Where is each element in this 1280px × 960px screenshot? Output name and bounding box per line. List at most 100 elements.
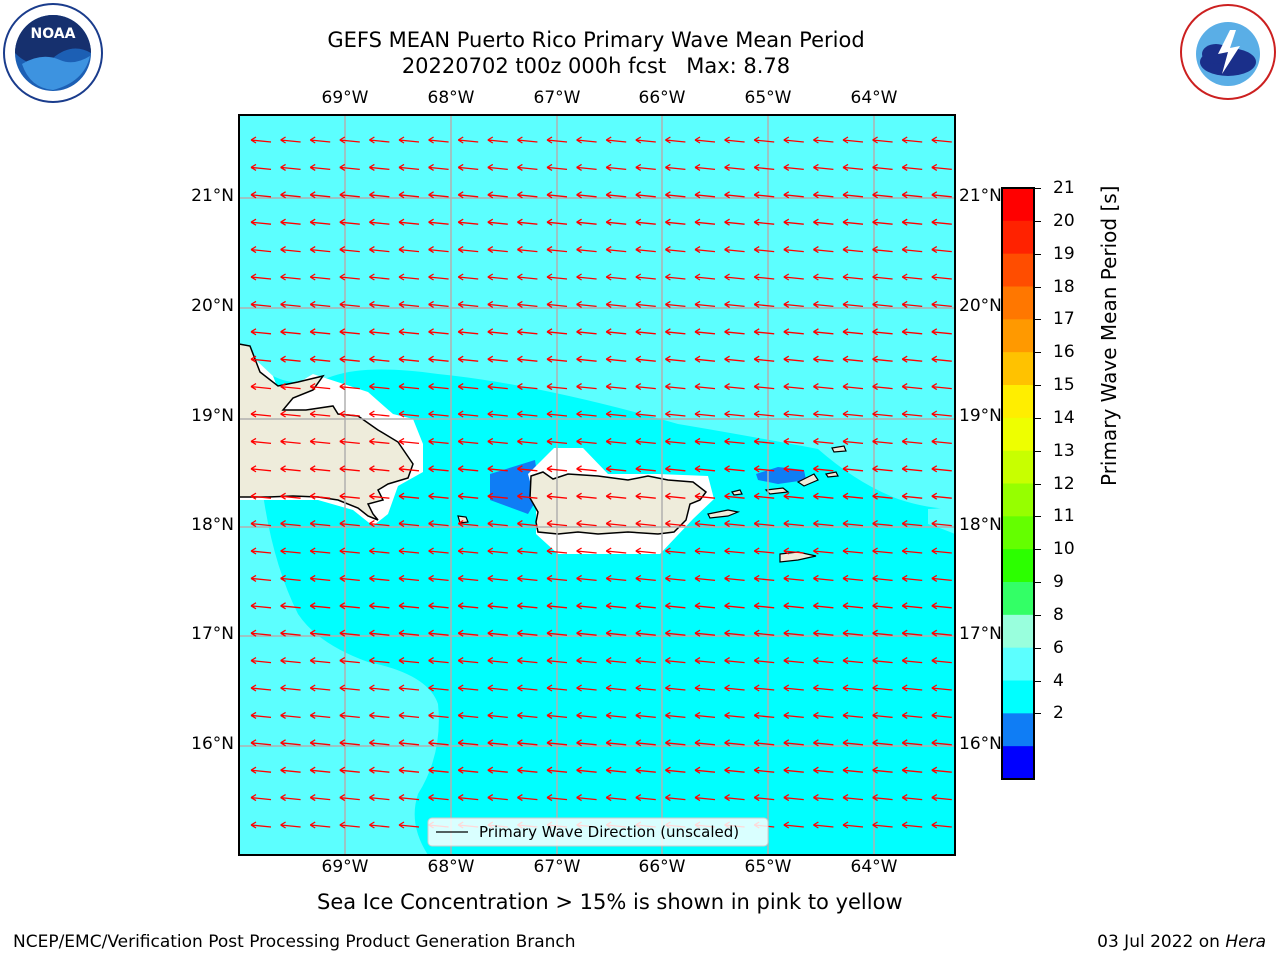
wave-arrow bbox=[517, 520, 538, 528]
wave-arrow bbox=[398, 328, 420, 336]
wave-arrow bbox=[783, 739, 804, 747]
chart-subtitle: 20220702 t00z 000h fcst Max: 8.78 bbox=[401, 54, 791, 78]
wave-arrow bbox=[813, 684, 834, 692]
colorbar-cell bbox=[1002, 253, 1034, 287]
lon-label-bottom: 65°W bbox=[744, 857, 792, 877]
wave-arrow bbox=[901, 355, 923, 363]
wave-arrow bbox=[931, 136, 952, 144]
colorbar-tick-label: 18 bbox=[1053, 276, 1075, 297]
wave-arrow bbox=[665, 163, 686, 171]
footer-date: 03 Jul 2022 on Hera bbox=[1097, 932, 1266, 952]
wave-arrow bbox=[872, 437, 893, 445]
wave-arrow bbox=[576, 355, 597, 363]
colorbar-tick-mark bbox=[1035, 417, 1041, 419]
wave-arrow bbox=[813, 711, 834, 719]
wave-arrow bbox=[369, 328, 390, 336]
wave-arrow bbox=[813, 794, 834, 802]
wave-arrow bbox=[428, 602, 449, 610]
wave-arrow bbox=[398, 821, 420, 829]
wave-period-map: Primary Wave Direction (unscaled) bbox=[238, 114, 956, 856]
wave-arrow bbox=[842, 437, 864, 445]
wave-arrow bbox=[665, 657, 686, 665]
wave-arrow bbox=[369, 492, 390, 500]
wave-arrow bbox=[309, 410, 331, 418]
colorbar-tick-label: 4 bbox=[1053, 670, 1064, 691]
wave-arrow bbox=[487, 711, 508, 719]
wave-arrow bbox=[872, 821, 893, 829]
wave-arrow bbox=[250, 629, 272, 637]
wave-arrow bbox=[872, 711, 893, 719]
wave-arrow bbox=[753, 273, 775, 281]
wave-arrow bbox=[250, 465, 272, 473]
wave-arrow bbox=[724, 766, 745, 774]
wave-arrow bbox=[635, 383, 656, 391]
wave-arrow bbox=[724, 437, 745, 445]
wave-arrow bbox=[753, 383, 775, 391]
wave-arrow bbox=[487, 574, 508, 582]
colorbar-tick-label: 21 bbox=[1053, 178, 1075, 198]
wave-arrow bbox=[487, 191, 508, 199]
wave-arrow bbox=[605, 383, 627, 391]
wave-arrow bbox=[487, 437, 508, 445]
wave-arrow bbox=[665, 191, 686, 199]
wave-arrow bbox=[901, 492, 923, 500]
wave-arrow bbox=[665, 574, 686, 582]
wave-arrow bbox=[605, 684, 627, 692]
lat-label-right: 19°N bbox=[959, 406, 1002, 426]
wave-arrow bbox=[369, 547, 390, 555]
wave-arrow bbox=[398, 739, 420, 747]
wave-arrow bbox=[398, 246, 420, 254]
wave-arrow bbox=[517, 355, 538, 363]
wave-arrow bbox=[783, 547, 804, 555]
wave-arrow bbox=[635, 602, 656, 610]
wave-arrow bbox=[576, 300, 597, 308]
wave-arrow bbox=[753, 410, 775, 418]
wave-arrow bbox=[842, 273, 864, 281]
colorbar-tick-mark bbox=[1035, 253, 1041, 255]
wave-arrow bbox=[724, 163, 745, 171]
wave-arrow bbox=[487, 520, 508, 528]
wave-arrow bbox=[665, 794, 686, 802]
wave-arrow bbox=[309, 684, 331, 692]
wave-arrow bbox=[487, 136, 508, 144]
wave-arrow bbox=[428, 246, 449, 254]
wave-arrow bbox=[665, 246, 686, 254]
colorbar-tick-mark bbox=[1035, 319, 1041, 321]
wave-arrow bbox=[753, 300, 775, 308]
wave-arrow bbox=[339, 739, 360, 747]
wave-arrow bbox=[694, 246, 716, 254]
wave-arrow bbox=[369, 355, 390, 363]
wave-arrow bbox=[694, 465, 716, 473]
wave-arrow bbox=[398, 218, 420, 226]
colorbar-cell bbox=[1002, 549, 1034, 583]
wave-arrow bbox=[931, 766, 952, 774]
wave-arrow bbox=[724, 465, 745, 473]
wave-arrow bbox=[753, 520, 775, 528]
wave-arrow bbox=[339, 218, 360, 226]
wave-arrow bbox=[517, 684, 538, 692]
colorbar-cell bbox=[1002, 188, 1034, 222]
wave-arrow bbox=[517, 547, 538, 555]
wave-arrow bbox=[605, 492, 627, 500]
wave-arrow bbox=[280, 492, 301, 500]
wave-arrow bbox=[842, 711, 864, 719]
wave-arrow bbox=[872, 300, 893, 308]
lat-label-left: 19°N bbox=[191, 406, 234, 426]
wave-arrow bbox=[398, 602, 420, 610]
wave-arrow bbox=[280, 191, 301, 199]
wave-arrow bbox=[398, 163, 420, 171]
wave-arrow bbox=[872, 794, 893, 802]
colorbar-cell bbox=[1002, 746, 1034, 780]
wave-arrow bbox=[457, 465, 479, 473]
wave-arrow bbox=[546, 794, 568, 802]
wave-arrow bbox=[457, 437, 479, 445]
wave-arrow bbox=[694, 437, 716, 445]
wave-arrow bbox=[517, 574, 538, 582]
ocean-9-10-fill-south bbox=[239, 494, 439, 855]
wave-arrow bbox=[339, 437, 360, 445]
wave-arrow bbox=[783, 136, 804, 144]
wave-arrow bbox=[724, 602, 745, 610]
wave-arrow bbox=[783, 821, 804, 829]
wave-arrow bbox=[546, 300, 568, 308]
legend-label: Primary Wave Direction (unscaled) bbox=[479, 823, 739, 841]
